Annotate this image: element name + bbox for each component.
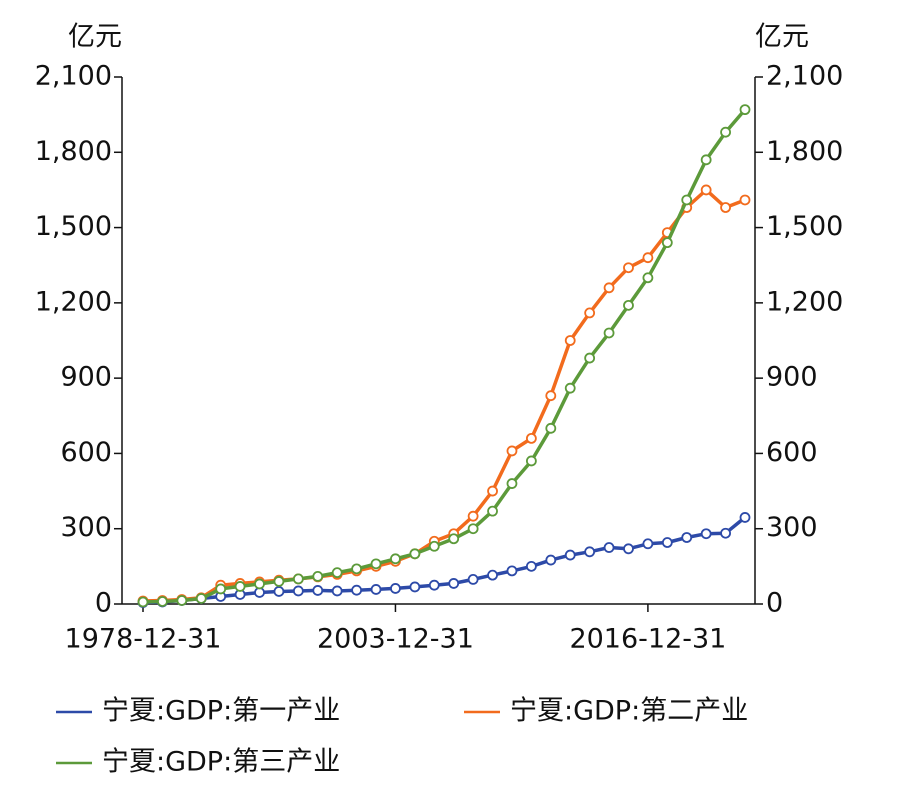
y-tick-label: 1,200 bbox=[766, 286, 843, 317]
y-tick-label: 2,100 bbox=[35, 61, 112, 92]
y-tick-label: 300 bbox=[766, 512, 818, 543]
point bbox=[700, 184, 712, 196]
y-tick-label: 1,200 bbox=[35, 286, 112, 317]
point bbox=[525, 455, 537, 467]
point bbox=[195, 593, 207, 604]
x-tick-label: 1978-12-31 bbox=[65, 624, 222, 655]
y-tick-label: 1,800 bbox=[35, 136, 112, 167]
y-tick-label: 0 bbox=[766, 588, 783, 619]
point bbox=[584, 352, 596, 364]
series-line bbox=[142, 516, 747, 605]
point bbox=[564, 335, 576, 346]
point bbox=[700, 154, 712, 166]
point bbox=[176, 595, 188, 606]
point bbox=[370, 584, 382, 595]
point bbox=[506, 478, 518, 489]
y-tick-label: 900 bbox=[766, 362, 818, 393]
point bbox=[428, 540, 440, 552]
point bbox=[642, 538, 654, 550]
point bbox=[584, 307, 596, 319]
point bbox=[525, 432, 537, 444]
point bbox=[623, 299, 634, 311]
point bbox=[312, 585, 324, 596]
point bbox=[487, 569, 498, 581]
point bbox=[603, 327, 615, 339]
point bbox=[720, 527, 731, 539]
point bbox=[448, 533, 460, 545]
series-line bbox=[142, 108, 747, 604]
y-tick-label: 2,100 bbox=[766, 61, 843, 92]
point bbox=[467, 574, 479, 585]
legend-label: 宁夏:GDP:第二产业 bbox=[510, 696, 748, 727]
point bbox=[642, 272, 654, 284]
point bbox=[292, 573, 304, 585]
point bbox=[390, 553, 401, 565]
y-tick-label: 1,500 bbox=[766, 211, 843, 242]
point bbox=[739, 512, 751, 523]
point bbox=[409, 548, 421, 560]
point bbox=[603, 542, 615, 553]
y2-axis-label: 亿元 bbox=[755, 22, 809, 53]
point bbox=[273, 576, 285, 587]
point bbox=[564, 382, 576, 394]
point bbox=[312, 570, 324, 582]
point bbox=[234, 581, 246, 592]
point bbox=[390, 583, 401, 594]
y-tick-label: 600 bbox=[60, 437, 112, 468]
point bbox=[681, 194, 693, 206]
y-tick-label: 300 bbox=[60, 512, 112, 543]
point bbox=[273, 586, 285, 597]
y-tick-label: 0 bbox=[95, 588, 112, 619]
point bbox=[370, 558, 382, 570]
x-tick-label: 2016-12-31 bbox=[569, 624, 726, 655]
point bbox=[525, 560, 537, 572]
point bbox=[351, 563, 363, 575]
point bbox=[331, 567, 343, 579]
point bbox=[487, 485, 498, 497]
point bbox=[720, 202, 731, 213]
point bbox=[331, 585, 343, 597]
point bbox=[506, 445, 518, 457]
point bbox=[603, 282, 615, 294]
legend-label: 宁夏:GDP:第三产业 bbox=[102, 747, 340, 778]
point bbox=[506, 565, 518, 577]
point bbox=[642, 252, 654, 264]
point bbox=[545, 422, 557, 434]
point bbox=[351, 584, 363, 596]
y-tick-label: 600 bbox=[766, 437, 818, 468]
point bbox=[448, 578, 460, 589]
point bbox=[428, 579, 440, 591]
point bbox=[661, 237, 673, 249]
point bbox=[292, 585, 304, 597]
point bbox=[157, 596, 168, 607]
point bbox=[739, 104, 751, 116]
point bbox=[409, 581, 421, 593]
point bbox=[467, 523, 479, 535]
point bbox=[545, 390, 557, 402]
y-tick-label: 900 bbox=[60, 362, 112, 393]
legend-label: 宁夏:GDP:第一产业 bbox=[102, 696, 340, 727]
y-tick-label: 1,800 bbox=[766, 136, 843, 167]
point bbox=[623, 262, 634, 274]
point bbox=[545, 554, 557, 566]
point bbox=[137, 596, 149, 608]
point bbox=[700, 528, 712, 540]
point bbox=[739, 194, 751, 206]
point bbox=[467, 510, 479, 522]
point bbox=[584, 546, 596, 558]
point bbox=[681, 532, 693, 543]
y-axis-label: 亿元 bbox=[68, 22, 122, 53]
point bbox=[661, 537, 673, 548]
point bbox=[254, 578, 265, 590]
x-tick-label: 2003-12-31 bbox=[317, 624, 474, 655]
series-line bbox=[142, 188, 746, 603]
point bbox=[720, 126, 731, 138]
point bbox=[564, 549, 576, 561]
point bbox=[487, 505, 498, 517]
point bbox=[623, 543, 634, 555]
point bbox=[215, 583, 227, 595]
y-tick-label: 1,500 bbox=[35, 211, 112, 242]
